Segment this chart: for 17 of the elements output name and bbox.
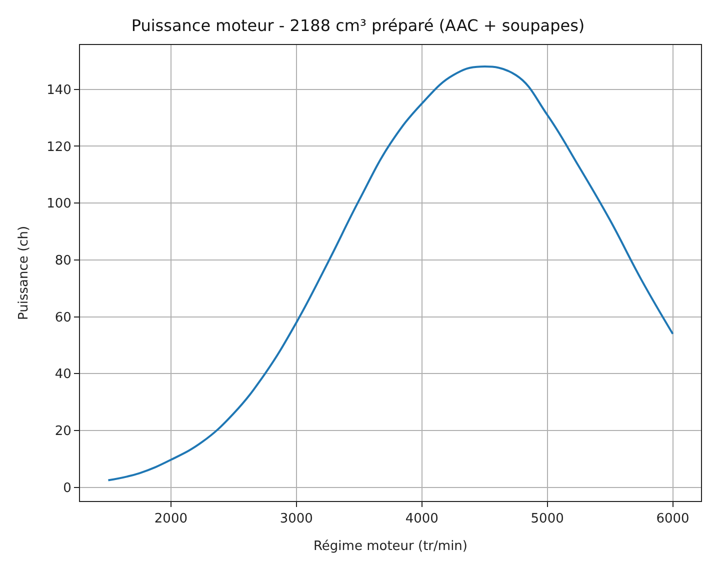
y-axis-title: Puissance (ch) [16, 226, 32, 320]
y-tick-label: 20 [54, 424, 72, 440]
y-tick-label: 140 [46, 82, 72, 98]
y-tick-label: 0 [63, 480, 72, 496]
chart-title: Puissance moteur - 2188 cm³ préparé (AAC + soupapes) [131, 16, 585, 35]
x-tick-label: 3000 [280, 512, 313, 527]
x-tick-label: 6000 [656, 512, 690, 527]
y-tick-label: 120 [46, 140, 72, 155]
line-series [107, 66, 674, 482]
x-axis-title: Régime moteur (tr/min) [313, 539, 468, 554]
x-tick-label: 5000 [530, 512, 564, 527]
y-tick-label: 40 [54, 367, 72, 382]
x-tick-label: 2000 [154, 512, 188, 527]
y-tick-label: 100 [46, 196, 72, 212]
y-tick-label: 80 [54, 253, 72, 268]
x-tick-label: 4000 [405, 512, 438, 527]
y-tick-label: 60 [54, 310, 72, 326]
